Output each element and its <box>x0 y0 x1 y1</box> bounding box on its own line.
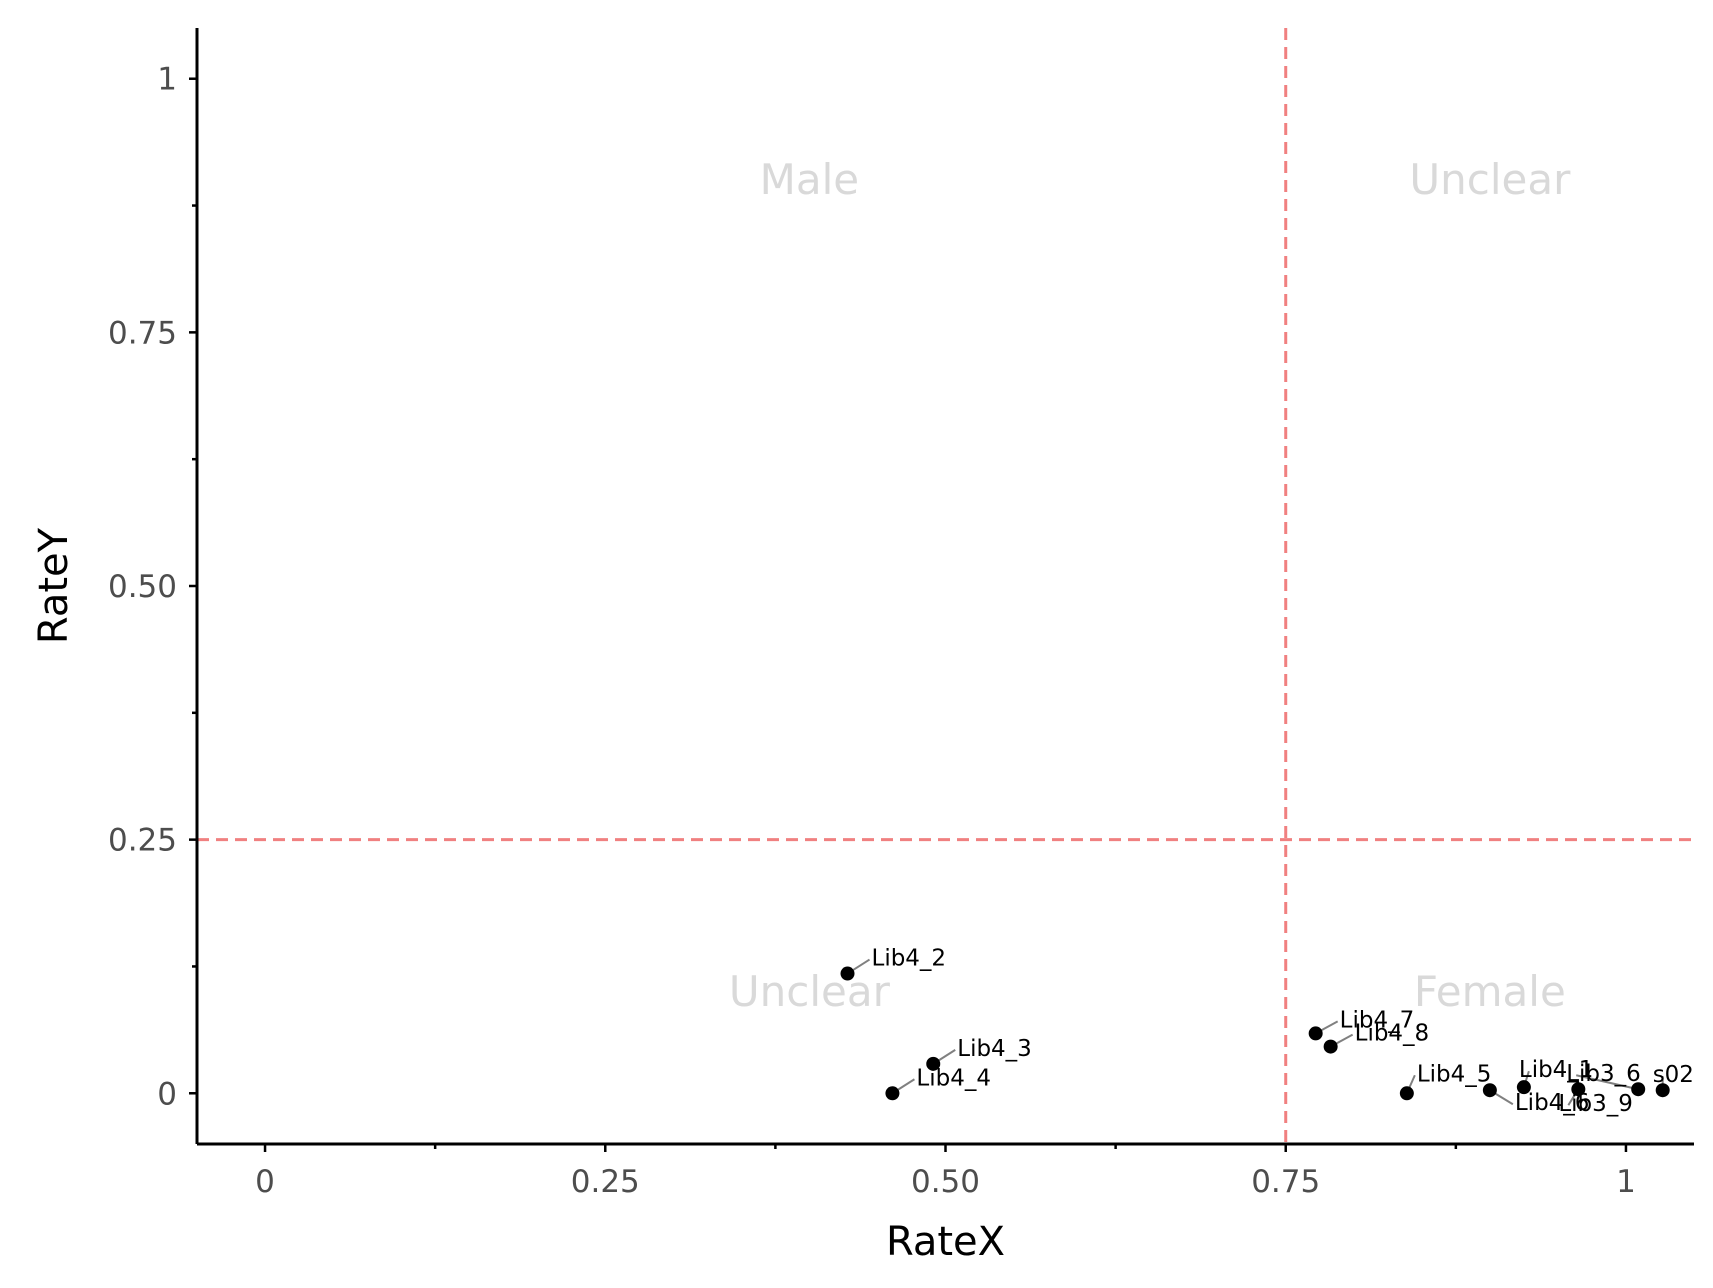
data-point <box>1655 1083 1670 1098</box>
quadrant-label: Male <box>760 155 859 204</box>
data-point <box>1308 1026 1323 1041</box>
data-point <box>1399 1086 1414 1101</box>
y-tick-label: 0 <box>157 1076 177 1112</box>
quadrant-labels: Male Unclear Unclear Female <box>729 155 1571 1016</box>
x-axis-ticks: 0 0.25 0.50 0.75 1 <box>255 1144 1636 1200</box>
data-point <box>1571 1082 1586 1097</box>
point-label: Lib4_2 <box>872 946 947 972</box>
quadrant-label: Female <box>1414 967 1566 1016</box>
data-point <box>885 1086 900 1101</box>
x-axis-title: RateX <box>886 1219 1005 1265</box>
y-tick-label: 0.25 <box>108 823 177 859</box>
data-points <box>840 966 1670 1101</box>
point-label: Lib4_8 <box>1355 1021 1430 1047</box>
leader-line <box>1575 1074 1639 1091</box>
reference-lines <box>197 28 1694 1144</box>
data-point <box>1323 1039 1338 1054</box>
data-point <box>1631 1082 1646 1097</box>
point-label: Lib3_9 <box>1558 1091 1633 1117</box>
data-point <box>1482 1083 1497 1098</box>
point-label: Lib4_1 <box>1519 1057 1594 1083</box>
y-axis-title: RateY <box>31 527 77 644</box>
x-tick-label: 0.50 <box>911 1164 980 1200</box>
x-tick-label: 1 <box>1616 1164 1636 1200</box>
y-axis-ticks: 0 0.25 0.50 0.75 1 <box>108 62 197 1112</box>
x-tick-label: 0.75 <box>1251 1164 1320 1200</box>
x-tick-label: 0 <box>255 1164 275 1200</box>
x-tick-label: 0.25 <box>571 1164 640 1200</box>
point-label: Lib4_6 <box>1515 1090 1590 1116</box>
y-tick-label: 0.75 <box>108 315 177 351</box>
point-label: Lib4_5 <box>1417 1061 1492 1087</box>
data-point <box>926 1056 941 1071</box>
point-label: Lib4_7 <box>1340 1007 1415 1033</box>
y-tick-label: 0.50 <box>108 569 177 605</box>
quadrant-label: Unclear <box>1409 155 1571 204</box>
data-point <box>1516 1080 1531 1095</box>
point-label: Lib3_6 <box>1566 1061 1641 1087</box>
y-tick-label: 1 <box>157 62 177 98</box>
point-label: Lib4_4 <box>916 1065 991 1091</box>
quadrant-label: Unclear <box>729 967 891 1016</box>
point-label: Lib4_3 <box>957 1036 1032 1062</box>
point-label: s02 <box>1653 1062 1694 1088</box>
data-point <box>840 966 855 981</box>
